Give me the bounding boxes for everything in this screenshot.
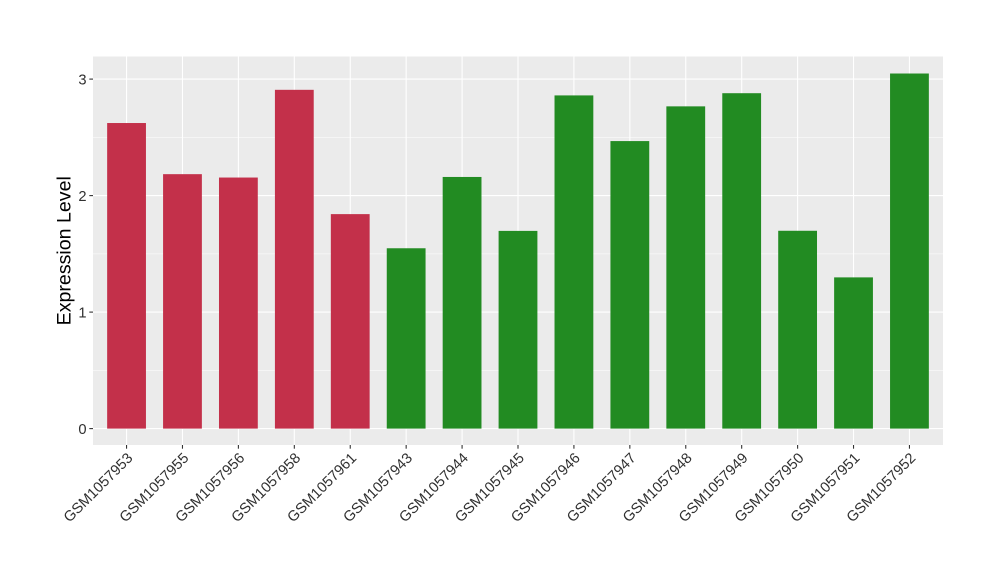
svg-text:0: 0: [78, 422, 86, 438]
svg-text:3: 3: [78, 72, 86, 88]
svg-text:Expression Level: Expression Level: [54, 176, 76, 325]
svg-text:1: 1: [78, 305, 86, 321]
svg-text:2: 2: [78, 189, 86, 205]
